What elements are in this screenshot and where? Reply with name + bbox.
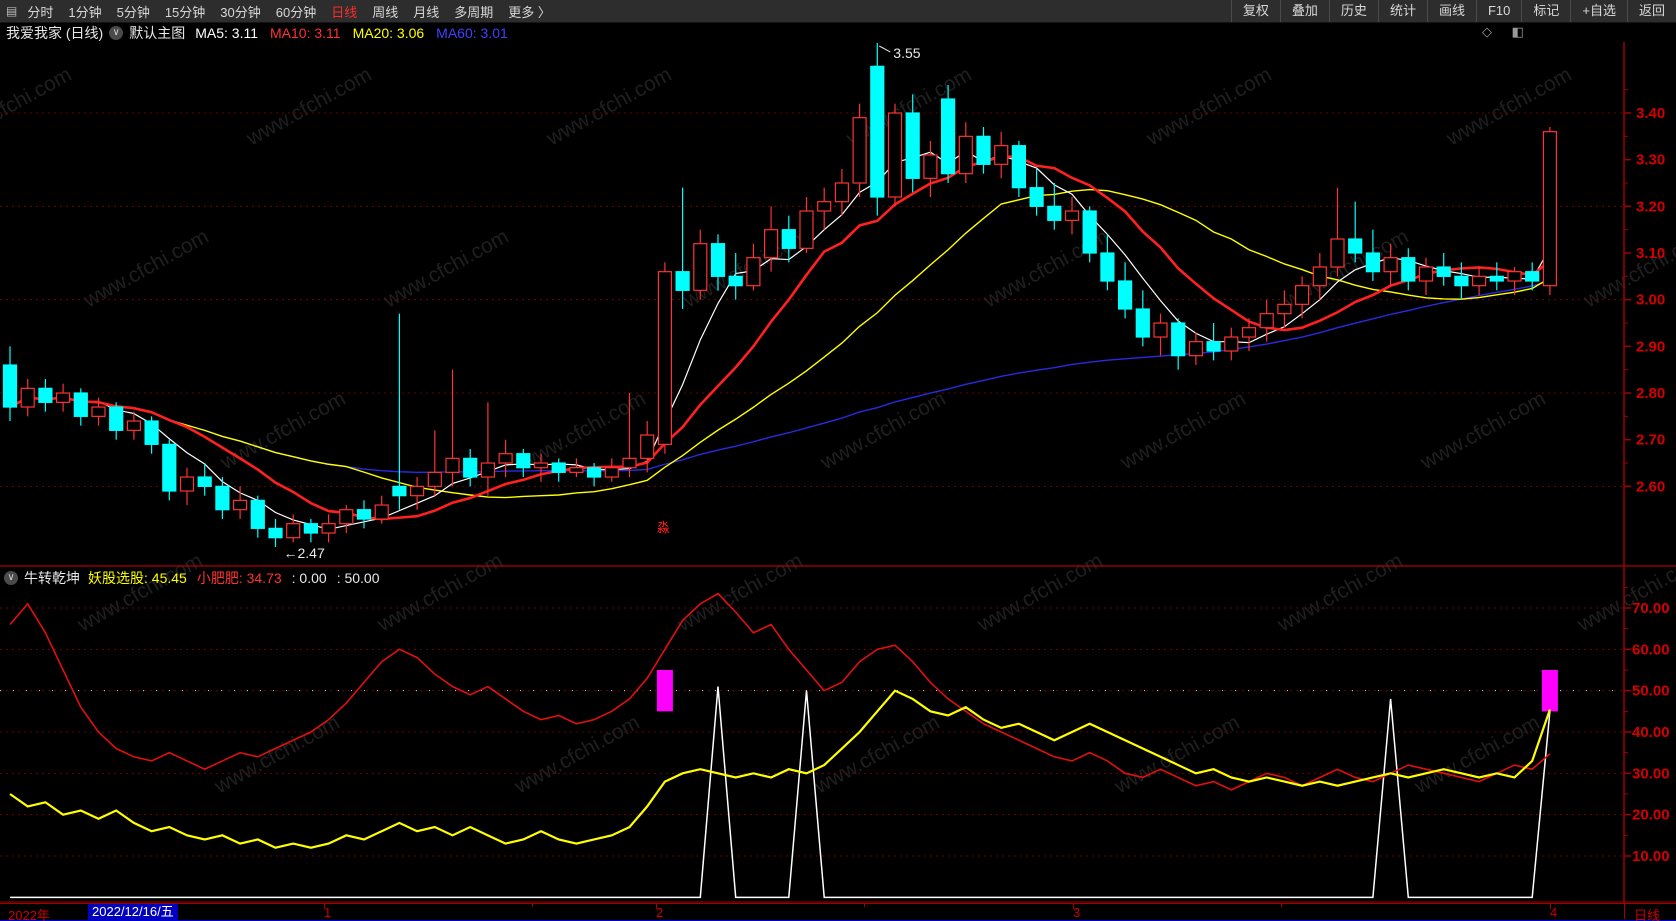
main-chart[interactable]: 3.40 3.30 3.20 3.10 3.00 2.90 2.80 2.70 2.60 3.55…	[0, 42, 1676, 567]
chevron-down-icon[interactable]: ∨	[109, 25, 124, 40]
axis-tick	[1281, 904, 1282, 907]
toolbar-button[interactable]: 返回	[1626, 0, 1676, 22]
period-tab[interactable]: 周线	[372, 4, 399, 20]
indicator-name: 牛转乾坤	[24, 569, 80, 586]
toolbar-button[interactable]: 叠加	[1279, 0, 1329, 22]
period-tab[interactable]: 多周期	[454, 4, 494, 20]
axis-tick	[1550, 904, 1551, 909]
month-label: 1	[324, 905, 332, 920]
ma-legend-item: MA5: 3.11	[195, 24, 258, 41]
axis-tick	[864, 904, 865, 907]
indicator-legend-item: 妖股选股: 45.45	[88, 569, 187, 586]
ma-legend-item: MA60: 3.01	[436, 24, 508, 41]
svg-text:50.00: 50.00	[1632, 683, 1670, 700]
app-icon[interactable]: ▤	[6, 4, 18, 18]
indicator-legend-item: : 0.00	[291, 569, 327, 586]
svg-text:70.00: 70.00	[1632, 600, 1670, 617]
toolbar-button[interactable]: 复权	[1230, 0, 1280, 22]
date-box: 2022/12/16/五	[88, 904, 178, 920]
axis-corner-divider	[1624, 903, 1625, 919]
period-tab[interactable]: 更多 〉	[508, 4, 551, 20]
svg-text:2.80: 2.80	[1636, 385, 1665, 402]
axis-tick	[1073, 904, 1074, 909]
axis-tick	[324, 904, 325, 909]
period-tab[interactable]: 30分钟	[220, 4, 261, 20]
indicator-header: ∨ 牛转乾坤 妖股选股: 45.45 小肥肥: 34.73 : 0.00 : 50.0…	[4, 569, 390, 586]
toolbar-button[interactable]: +自选	[1570, 0, 1627, 22]
chevron-down-icon[interactable]: ∨	[4, 570, 18, 585]
indicator-legend-item: : 50.00	[336, 569, 380, 586]
ma-legend: MA5: 3.11 MA10: 3.11 MA20: 3.06 MA60: 3.01	[195, 25, 520, 41]
toolbar-button[interactable]: 画线	[1426, 0, 1476, 22]
indicator-legend-item: 小肥肥: 34.73	[196, 569, 282, 586]
svg-text:3.20: 3.20	[1636, 198, 1665, 215]
toolbar-button[interactable]: 统计	[1377, 0, 1427, 22]
svg-text:10.00: 10.00	[1632, 848, 1670, 865]
period-tab[interactable]: 月线	[413, 4, 440, 20]
svg-text:3.10: 3.10	[1636, 245, 1665, 262]
year-label: 2022年	[8, 908, 50, 921]
period-tab[interactable]: 15分钟	[164, 4, 206, 20]
svg-text:3.40: 3.40	[1636, 105, 1665, 122]
svg-text:2.90: 2.90	[1636, 338, 1665, 355]
axis-tick	[656, 904, 657, 909]
titlebar: 我爱我家 (日线) ∨ 默认主图 MA5: 3.11 MA10: 3.11 MA20…	[0, 23, 1676, 42]
svg-text:60.00: 60.00	[1632, 641, 1670, 658]
ma-legend-item: MA10: 3.11	[270, 24, 341, 41]
period-menu: ▤ 分时 1分钟 5分钟 15分钟 30分钟 60分钟 日线 周线 月线 多周期 更多 〉	[0, 2, 566, 21]
month-label: 3	[1073, 905, 1081, 920]
period-menubar: ▤ 分时 1分钟 5分钟 15分钟 30分钟 60分钟 日线 周线 月线 多周期 更多 〉 复权 叠加…	[0, 0, 1676, 23]
chart-corner-icons[interactable]: ◇ ◧	[1482, 24, 1532, 39]
svg-text:2.70: 2.70	[1636, 432, 1665, 449]
overlay-label: 默认主图	[129, 24, 186, 41]
indicator-legend: 妖股选股: 45.45 小肥肥: 34.73 : 0.00 : 50.00	[88, 568, 390, 588]
period-tab[interactable]: 5分钟	[116, 4, 150, 20]
bottom-scroll-strip[interactable]	[0, 919, 1676, 921]
svg-text:20.00: 20.00	[1632, 807, 1670, 824]
period-label: 日线	[1634, 908, 1661, 921]
toolbar-right: 复权 叠加 历史 统计 画线 F10 标记 +自选 返回	[1230, 0, 1676, 22]
toolbar-button[interactable]: F10	[1475, 0, 1521, 22]
time-axis: 2022年 2022/12/16/五 日线 1 2 3 4	[0, 903, 1676, 921]
symbol-title: 我爱我家 (日线)	[6, 24, 104, 41]
toolbar-button[interactable]: 标记	[1521, 0, 1570, 22]
period-tab[interactable]: 分时	[27, 4, 54, 20]
month-label: 4	[1550, 905, 1558, 920]
svg-text:3.00: 3.00	[1636, 292, 1665, 309]
axis-tick	[532, 904, 533, 907]
svg-text:2.60: 2.60	[1636, 478, 1665, 495]
toolbar-button[interactable]: 历史	[1328, 0, 1378, 22]
svg-text:←2.47: ←2.47	[284, 545, 325, 561]
svg-text:3.30: 3.30	[1636, 152, 1665, 169]
period-tabs: 分时 1分钟 5分钟 15分钟 30分钟 60分钟 日线 周线 月线 多周期 更多 〉	[27, 2, 566, 21]
svg-text:30.00: 30.00	[1632, 765, 1670, 782]
svg-text:3.55: 3.55	[893, 45, 920, 61]
svg-text:淼: 淼	[657, 520, 670, 535]
period-tab[interactable]: 1分钟	[68, 4, 102, 20]
svg-text:40.00: 40.00	[1632, 724, 1670, 741]
indicator-chart[interactable]: 70.00 60.00 50.00 40.00 30.00 20.00 10.00	[0, 567, 1676, 903]
period-tab[interactable]: 60分钟	[275, 4, 317, 20]
month-label: 2	[656, 905, 664, 920]
ma-legend-item: MA20: 3.06	[352, 24, 425, 41]
period-tab[interactable]: 日线	[331, 4, 358, 20]
